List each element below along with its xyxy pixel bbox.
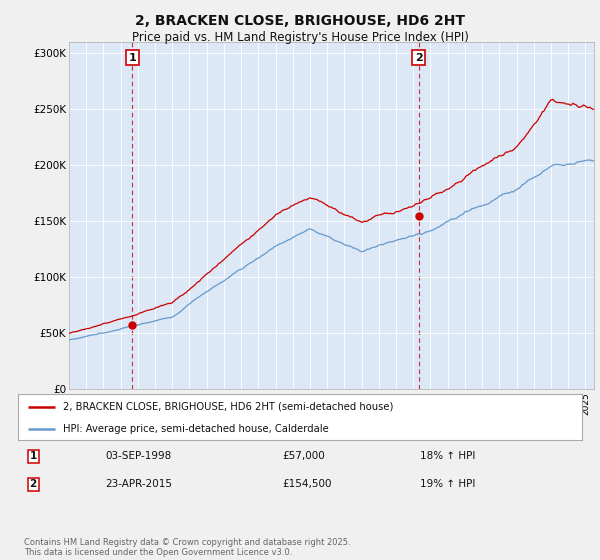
Text: 03-SEP-1998: 03-SEP-1998 [105,451,171,461]
Text: £154,500: £154,500 [282,479,331,489]
Text: 2, BRACKEN CLOSE, BRIGHOUSE, HD6 2HT (semi-detached house): 2, BRACKEN CLOSE, BRIGHOUSE, HD6 2HT (se… [63,402,394,412]
Text: Contains HM Land Registry data © Crown copyright and database right 2025.
This d: Contains HM Land Registry data © Crown c… [24,538,350,557]
Text: 1: 1 [29,451,37,461]
Text: 19% ↑ HPI: 19% ↑ HPI [420,479,475,489]
Text: 2, BRACKEN CLOSE, BRIGHOUSE, HD6 2HT: 2, BRACKEN CLOSE, BRIGHOUSE, HD6 2HT [135,14,465,28]
Text: Price paid vs. HM Land Registry's House Price Index (HPI): Price paid vs. HM Land Registry's House … [131,31,469,44]
Text: 23-APR-2015: 23-APR-2015 [105,479,172,489]
Text: 1: 1 [128,53,136,63]
Text: £57,000: £57,000 [282,451,325,461]
Text: 18% ↑ HPI: 18% ↑ HPI [420,451,475,461]
Text: 2: 2 [415,53,422,63]
Text: HPI: Average price, semi-detached house, Calderdale: HPI: Average price, semi-detached house,… [63,424,329,435]
Text: 2: 2 [29,479,37,489]
